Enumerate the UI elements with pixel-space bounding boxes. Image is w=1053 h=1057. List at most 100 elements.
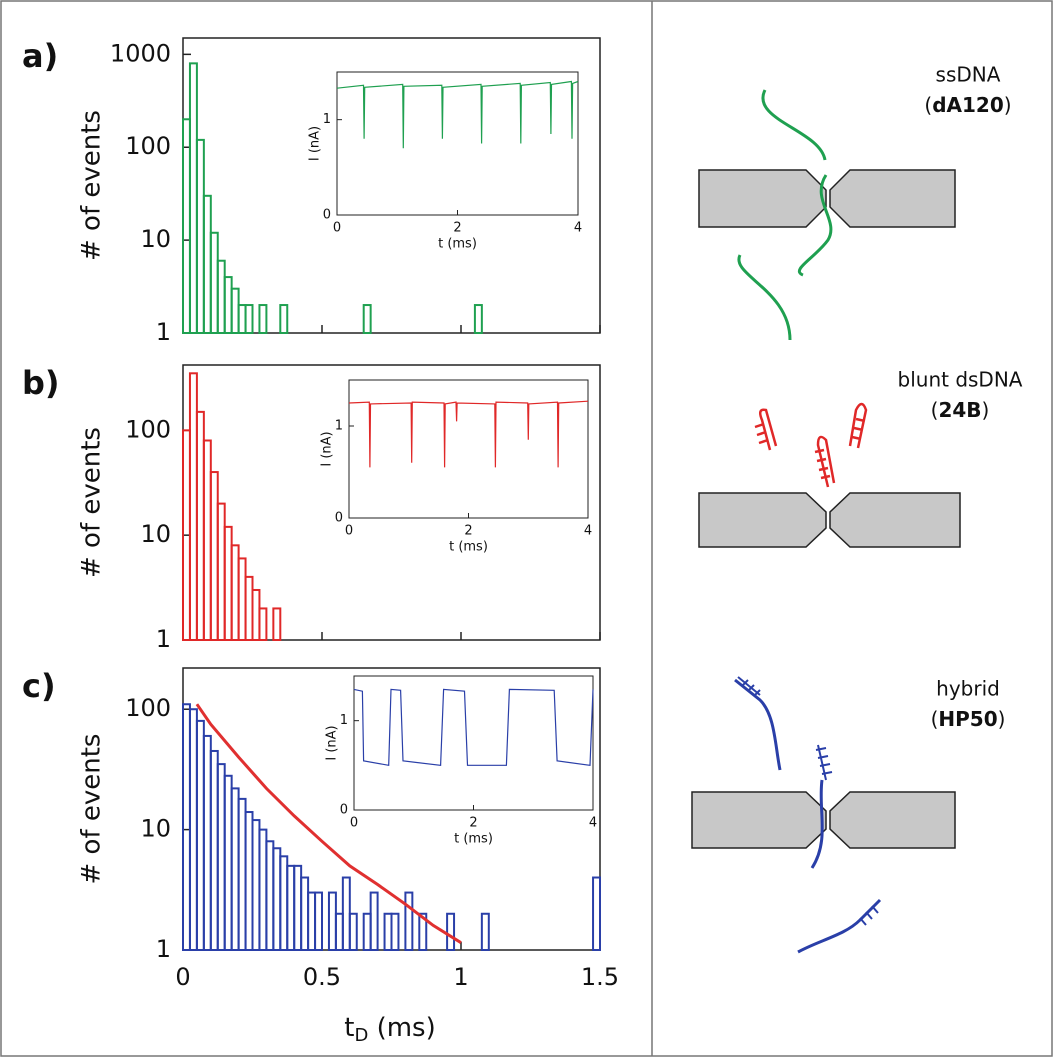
histogram-bin [251,819,261,952]
histogram-bin [383,912,393,951]
histogram-bin [223,276,233,334]
histogram-bin [286,864,296,952]
paren: ) [998,707,1006,731]
histogram-bin [182,703,191,952]
panel-label: a) [22,37,58,75]
inset-frame [336,71,579,216]
inset-y-tick-label: 1 [323,112,331,127]
diagram-b: blunt dsDNA (24B) [698,368,1023,548]
histogram-bin [237,304,247,334]
diagram-label: hybrid [936,677,1000,701]
hybrids [734,676,882,954]
histogram-bin [258,607,268,642]
histogram-bin [195,719,205,951]
diagram-sample: (24B) [931,398,990,422]
histogram-bin [314,891,323,951]
histogram-bin [209,471,219,641]
histogram-bin [188,372,198,641]
histogram-bin [446,912,456,951]
y-tick-label: 1 [156,935,171,963]
y-axis-label: # of events [77,427,107,578]
inset-y-tick-label: 0 [323,208,331,223]
diagram-a: ssDNA (dA120) [698,63,1012,341]
inset-frame [348,379,589,519]
inset-x-tick-label: 2 [469,816,477,831]
inset-frame [353,675,594,811]
strand [798,174,833,277]
pore [829,169,956,228]
histogram-bin [348,912,358,951]
diagram-label: blunt dsDNA [898,368,1023,392]
histogram-bin [202,439,212,641]
paren: ( [924,93,932,117]
histogram-bin [369,891,379,951]
histogram-bin [216,259,226,335]
sample-name: 24B [938,398,981,422]
paren: ) [1004,93,1012,117]
inset-x-tick-label: 0 [333,221,341,236]
histogram-bin [307,891,317,951]
inset-x-tick-label: 2 [464,524,472,539]
histogram-bin [279,855,289,951]
inset-x-label: t (ms) [449,540,488,555]
pore [829,791,956,849]
inset-y-label: I (nA) [320,431,335,466]
histogram-bin [244,304,254,334]
paren: ( [931,707,939,731]
histogram-bin [223,774,233,952]
histogram-bin [300,876,310,952]
duplexes [754,402,868,488]
histogram-bin [404,891,414,951]
diagram-label: ssDNA [936,63,1001,87]
pore [698,169,827,228]
y-tick-label: 10 [140,520,171,548]
y-tick-label: 1 [156,318,171,346]
inset-y-tick-label: 1 [335,419,343,434]
histogram-bin [480,912,490,951]
histogram-bin [230,287,240,334]
paren: ) [982,398,990,422]
histogram-bin [341,876,351,952]
pore [829,492,961,548]
histogram-bin [390,912,400,951]
y-tick-label: 100 [125,132,171,160]
histogram-bin [237,797,247,951]
inset-y-label: I (nA) [308,126,323,161]
inset-x-tick-label: 4 [584,524,592,539]
diagram-sample: (dA120) [924,93,1011,117]
histogram-bin [272,607,282,642]
y-tick-label: 100 [125,694,171,722]
paren: ( [931,398,939,422]
pore [691,791,827,849]
histogram-bin [265,840,275,951]
histogram-bin [202,194,212,334]
histogram-bin [223,525,233,642]
histogram-bin [272,847,282,952]
inset-y-tick-label: 0 [335,511,343,526]
histogram-bin [244,575,254,641]
y-axis-label: # of events [77,110,107,261]
histogram-bin [258,828,268,951]
histogram-bin [244,811,254,951]
y-tick-label: 1 [156,625,171,653]
y-tick-label: 100 [125,415,171,443]
histogram-bin [251,588,261,641]
histogram-bin [293,864,303,952]
inset-x-tick-label: 2 [453,221,461,236]
diagram-sample: (HP50) [931,707,1006,731]
y-tick-label: 10 [140,815,171,843]
inset-x-tick-label: 4 [574,221,582,236]
sample-name: HP50 [938,707,997,731]
diagram-c: hybrid (HP50) [691,676,1006,954]
inset-x-tick-label: 0 [350,816,358,831]
inset-x-tick-label: 0 [345,524,353,539]
histogram-bin [473,304,483,334]
histogram-bin [362,912,372,951]
x-label-part: (ms) [368,1013,435,1043]
y-tick-label: 10 [140,225,171,253]
inset-y-tick-label: 1 [340,713,348,728]
x-tick-label: 0.5 [303,963,341,991]
histogram-bin [230,544,240,642]
